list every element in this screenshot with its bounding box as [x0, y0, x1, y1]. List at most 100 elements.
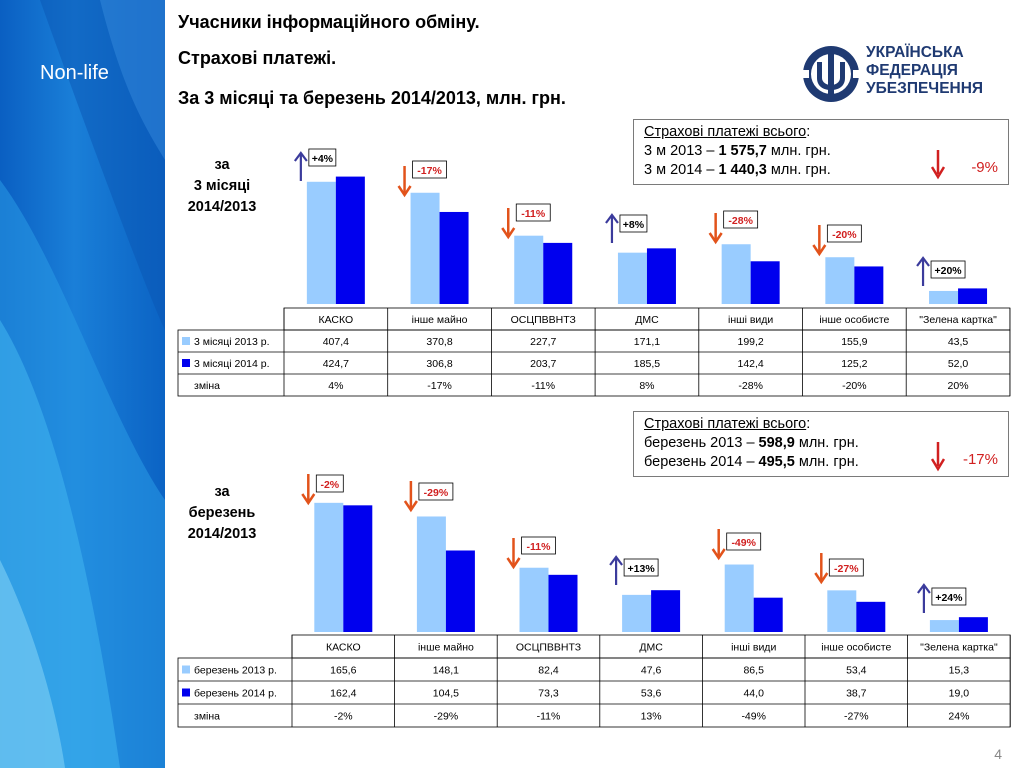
table-change-value: -2%	[334, 711, 353, 723]
bar-series2	[445, 550, 475, 632]
change-badge	[623, 558, 659, 577]
summary-colon: :	[806, 124, 811, 140]
bar-series1	[827, 590, 857, 632]
table-change-value: 4%	[328, 380, 343, 392]
arrow-up-icon-head	[605, 213, 619, 224]
bar-series2	[343, 505, 373, 632]
table-cell-value: 47,6	[641, 665, 662, 677]
change-badge-label: -27%	[834, 563, 859, 575]
change-badge-label: -20%	[832, 229, 857, 241]
table-change-value: 8%	[639, 380, 654, 392]
bar-series1	[825, 257, 855, 304]
table-change-value: -17%	[427, 380, 452, 392]
table-change-value: 24%	[948, 711, 969, 723]
table-change-value: 20%	[948, 380, 969, 392]
category-label: КАСКО	[319, 314, 354, 326]
legend-label: березень 2013 р.	[194, 665, 277, 677]
period-label-line1: за	[214, 484, 230, 500]
category-label: інші види	[731, 642, 776, 654]
arrow-down-icon-head	[711, 548, 726, 561]
table-cell-value: 19,0	[949, 688, 970, 700]
summary-title: Страхові платежі всього	[644, 124, 807, 140]
bar-series1	[410, 192, 440, 304]
summary-change: -9%	[971, 159, 998, 176]
table-cell-value: 185,5	[634, 358, 660, 370]
bar-series2	[753, 597, 783, 632]
table-body-frame	[177, 329, 1011, 397]
summary-line2-value: 495,5	[758, 454, 795, 470]
arrow-down-icon-head	[506, 557, 521, 570]
bar-series2	[548, 574, 578, 632]
bar-series1	[617, 252, 647, 304]
change-row-label: зміна	[194, 380, 220, 392]
arrow-down-icon-head	[397, 185, 412, 198]
change-badge	[826, 224, 862, 243]
summary-line2-prefix: березень 2014 –	[644, 454, 759, 470]
arrow-up-icon-head	[609, 555, 623, 566]
table-change-value: 13%	[641, 711, 662, 723]
table-body-frame	[177, 657, 1011, 728]
category-label: інше особисте	[819, 314, 889, 326]
table-cell-value: 171,1	[634, 336, 660, 348]
summary-line2-suffix: млн. грн.	[794, 454, 859, 470]
table-cell-value: 52,0	[948, 358, 969, 370]
logo-text-line1: УКРАЇНСЬКА	[866, 44, 964, 61]
summary-box-march: Страхові платежі всього: березень 2013 –…	[633, 411, 1009, 477]
table-cell-value: 148,1	[433, 665, 459, 677]
legend-swatch	[182, 688, 190, 697]
change-badge-label: +8%	[623, 219, 645, 231]
federation-logo-text: УКРАЇНСЬКА ФЕДЕРАЦІЯ УБЕЗПЕЧЕННЯ	[866, 44, 983, 98]
summary-line1-value: 598,9	[758, 435, 795, 451]
chart1-period-label: за 3 місяці 2014/2013	[172, 155, 272, 218]
table-cell-value: 155,9	[841, 336, 867, 348]
logo-text-line3: УБЕЗПЕЧЕННЯ	[866, 80, 984, 97]
category-label: ДМС	[639, 642, 663, 654]
bar-series2	[750, 261, 780, 304]
change-badge	[308, 148, 337, 167]
page-title-line1: Учасники інформаційного обміну.	[178, 12, 480, 32]
table-cell-value: 53,4	[846, 665, 867, 677]
bar-series1	[416, 516, 446, 632]
category-label: "Зелена картка"	[919, 314, 997, 326]
change-row-label: зміна	[194, 711, 220, 723]
change-badge-label: -49%	[731, 537, 756, 549]
table-cell-value: 165,6	[330, 665, 356, 677]
table-cell-value: 306,8	[426, 358, 452, 370]
arrow-up-icon-head	[293, 151, 308, 162]
change-badge	[315, 474, 344, 493]
bar-series1	[314, 502, 344, 632]
period-label-line2: 3 місяці	[193, 178, 251, 194]
bar-series2	[856, 601, 886, 632]
bar-series2	[439, 211, 469, 304]
table-change-value: -27%	[844, 711, 869, 723]
arrow-up-icon-head	[917, 583, 931, 594]
table-cell-value: 44,0	[743, 688, 764, 700]
change-badge	[930, 260, 966, 279]
change-badge	[619, 214, 648, 233]
period-label-line1: за	[214, 157, 230, 173]
change-badge	[931, 587, 967, 606]
summary-line1-prefix: березень 2013 –	[644, 435, 759, 451]
change-badge	[723, 210, 759, 229]
change-badge	[412, 160, 447, 179]
bar-series2	[646, 248, 676, 304]
bar-series1	[721, 244, 751, 304]
bar-series2	[651, 590, 681, 632]
legend-swatch	[182, 337, 190, 345]
change-badge-label: -17%	[417, 165, 442, 177]
arrow-down-icon	[931, 442, 945, 472]
summary-box-3months: Страхові платежі всього: 3 м 2013 – 1 57…	[633, 119, 1009, 185]
table-cell-value: 199,2	[738, 336, 764, 348]
summary-line1-prefix: 3 м 2013 –	[644, 143, 719, 159]
change-badge	[515, 203, 551, 222]
table-cell-value: 142,4	[738, 358, 764, 370]
summary-colon: :	[806, 416, 811, 432]
summary-line1-suffix: млн. грн.	[794, 435, 859, 451]
change-badge	[418, 482, 454, 501]
table-change-value: -49%	[741, 711, 766, 723]
bar-series2	[958, 617, 988, 632]
table-cell-value: 82,4	[538, 665, 559, 677]
table-change-value: -29%	[434, 711, 459, 723]
table-cell-value: 203,7	[530, 358, 556, 370]
